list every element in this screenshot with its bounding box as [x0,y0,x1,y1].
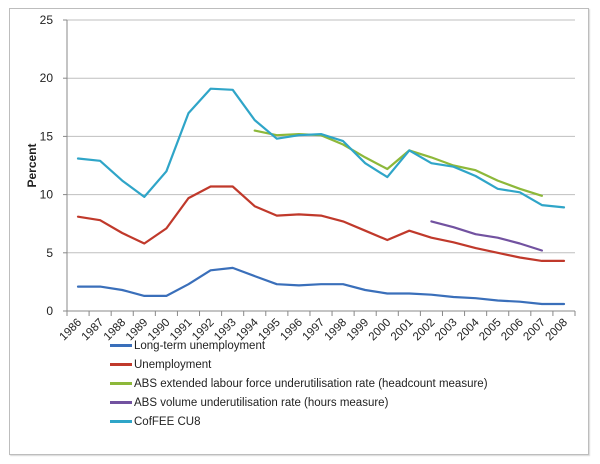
series-line-5 [76,87,566,209]
series-line-2 [76,185,566,262]
legend: Long-term unemployment Unemployment ABS ex… [110,336,488,431]
legend-item: CofFEE CU8 [110,412,488,431]
x-tick-label: 1986 [58,317,85,344]
y-tick-label: 10 [40,188,54,202]
x-tick-label: 1987 [80,317,107,344]
legend-label: ABS volume underutilisation rate (hours … [134,396,389,409]
y-tick-label: 5 [46,246,53,260]
chart-frame [9,8,589,455]
y-tick-label: 0 [46,304,53,318]
legend-label: CofFEE CU8 [134,415,201,428]
legend-swatch [110,401,132,404]
y-tick-label: 15 [40,129,54,143]
legend-label: Unemployment [134,358,212,371]
legend-item: Long-term unemployment [110,336,488,355]
x-tick-label: 2007 [521,317,548,344]
legend-swatch [110,344,132,347]
y-tick-label: 20 [40,71,54,85]
y-axis-label: Percent [25,143,39,187]
legend-swatch [110,363,132,366]
y-tick-label: 25 [40,13,54,27]
legend-item: ABS extended labour force underutilisati… [110,374,488,393]
legend-swatch [110,382,132,385]
legend-item: Unemployment [110,355,488,374]
legend-swatch [110,420,132,423]
series-line-1 [76,266,566,306]
legend-label: ABS extended labour force underutilisati… [134,377,488,390]
series-line-4 [430,220,543,252]
x-tick-label: 2008 [543,317,570,344]
legend-label: Long-term unemployment [134,339,266,352]
legend-item: ABS volume underutilisation rate (hours … [110,393,488,412]
x-tick-label: 2006 [499,317,526,344]
